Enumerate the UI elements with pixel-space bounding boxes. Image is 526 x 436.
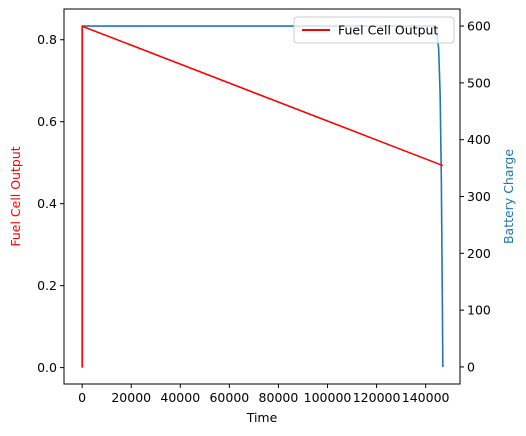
x-tick-label: 20000: [111, 390, 151, 405]
y-right-tick-label: 0: [467, 359, 475, 374]
y-right-tick-label: 400: [467, 132, 491, 147]
x-tick-label: 80000: [259, 390, 299, 405]
y-right-tick-label: 200: [467, 246, 491, 261]
x-tick-label: 120000: [353, 390, 401, 405]
series-line-fuel-cell-output: [81, 25, 444, 368]
plot-area: [63, 8, 461, 385]
plot-frame: [63, 8, 461, 385]
y-right-tick-label: 100: [467, 303, 491, 318]
y-left-tick-label: 0.0: [37, 360, 57, 375]
y-left-tick-label: 0.4: [37, 196, 57, 211]
y-right-tick-label: 600: [467, 19, 491, 34]
y-left-tick-label: 0.6: [37, 114, 57, 129]
x-tick-label: 140000: [402, 390, 450, 405]
legend-label-fuel-cell-output: Fuel Cell Output: [338, 23, 438, 38]
series-layer: [81, 25, 444, 368]
y-right-axis: 0 100 200 300 400 500 600: [460, 19, 491, 374]
y-right-tick-label: 300: [467, 189, 491, 204]
y-right-tick-label: 500: [467, 75, 491, 90]
legend: Fuel Cell Output: [293, 16, 455, 44]
series-line-battery-charge: [82, 25, 444, 367]
y-left-tick-label: 0.8: [37, 32, 57, 47]
y-left-axis: 0.0 0.2 0.4 0.6 0.8: [37, 32, 64, 375]
x-tick-label: 100000: [304, 390, 352, 405]
y-right-axis-label: Battery Charge: [501, 149, 516, 244]
x-axis-label: Time: [246, 410, 278, 425]
x-tick-label: 40000: [160, 390, 200, 405]
x-tick-label: 0: [78, 390, 86, 405]
x-tick-label: 60000: [209, 390, 249, 405]
x-axis: 0 20000 40000 60000 80000 100000 120000 140000: [78, 384, 450, 405]
legend-box: [293, 16, 455, 44]
y-left-axis-label: Fuel Cell Output: [8, 146, 23, 246]
y-left-tick-label: 0.2: [37, 278, 57, 293]
